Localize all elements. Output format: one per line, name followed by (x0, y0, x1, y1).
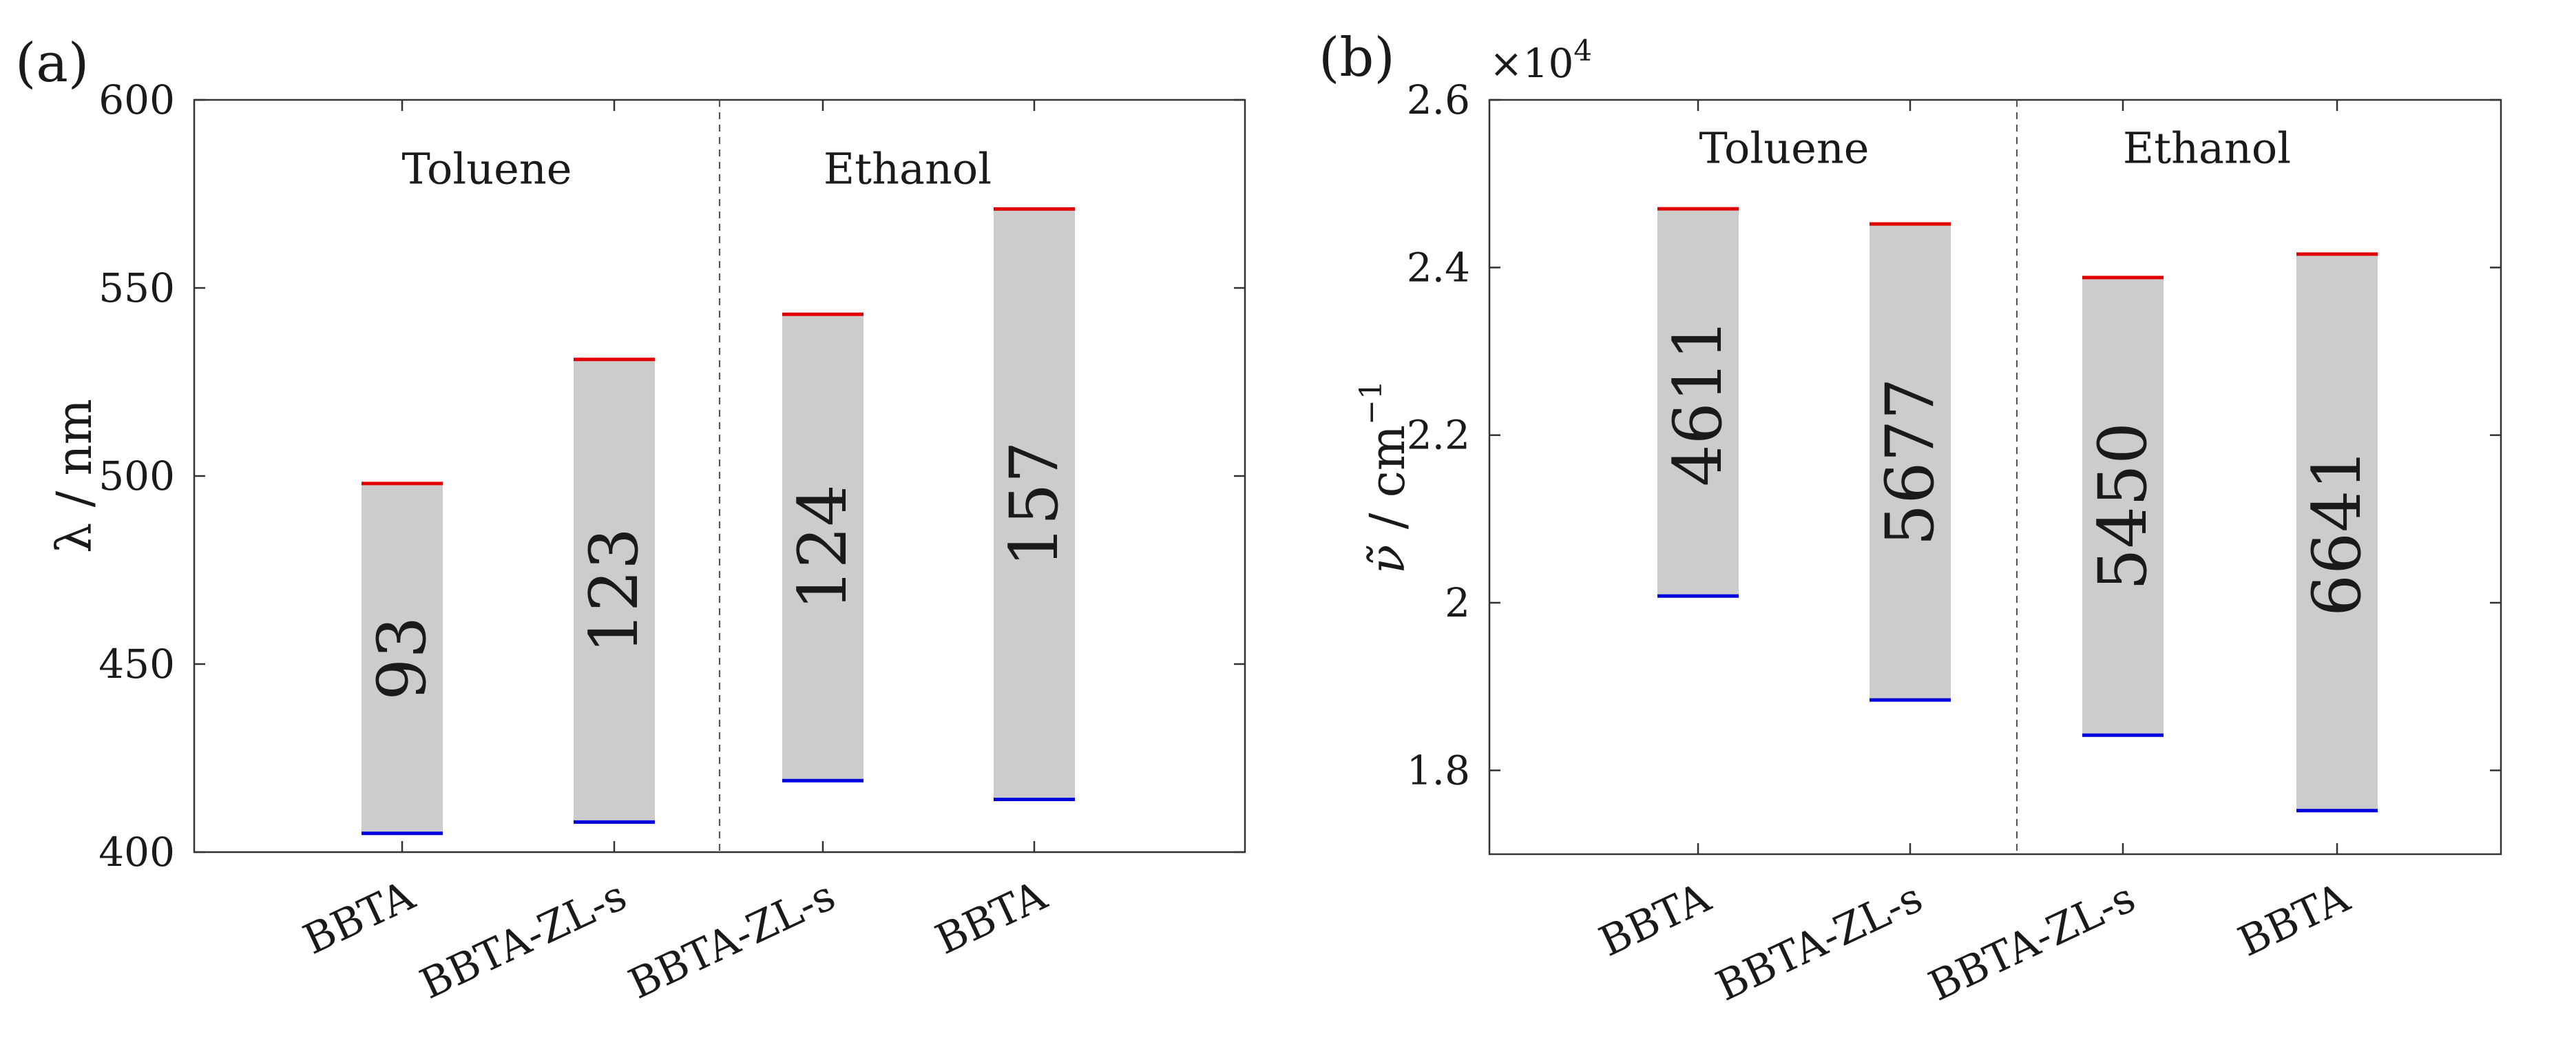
range-bar (574, 359, 655, 822)
x-category-label: BBTA-ZL-s (1709, 873, 1930, 1011)
y-tick-label: 400 (98, 829, 175, 876)
range-bar (1657, 209, 1739, 597)
range-bar (1870, 224, 1951, 701)
y-axis-label: ν̃ / cm−1 (1354, 380, 1416, 574)
x-category-label: BBTA-ZL-s (1922, 873, 2143, 1011)
axis-multiplier: ×104 (1489, 34, 1592, 87)
x-category-label: BBTA-ZL-s (622, 871, 843, 1008)
range-bar (782, 314, 863, 781)
solvent-label: Ethanol (2123, 123, 2291, 174)
x-category-label: BBTA (1592, 873, 1718, 966)
solvent-label: Toluene (402, 144, 572, 194)
multiplier-exponent: 4 (1573, 34, 1592, 68)
solvent-label: Toluene (1699, 123, 1870, 174)
x-category-label: BBTA (928, 871, 1054, 964)
range-bar (994, 209, 1075, 800)
range-bar (2296, 254, 2378, 811)
axes-frame (1488, 99, 2502, 856)
data-label: 5450 (2084, 422, 2161, 590)
data-label: 93 (364, 617, 441, 701)
data-label: 4611 (1659, 318, 1737, 486)
data-label: 5677 (1872, 377, 1949, 546)
x-category-label: BBTA (2231, 873, 2357, 966)
range-bar (2082, 277, 2164, 736)
y-tick-label: 450 (98, 641, 175, 687)
y-tick-label: 500 (98, 453, 175, 499)
data-label: 124 (784, 484, 861, 610)
chart-panel-b: 4611 5677 5450 66411.822.22.42.6BBTABBTA-ZL… (1319, 27, 2502, 1011)
range-bar (362, 483, 443, 834)
panel-label: (b) (1319, 27, 1395, 89)
data-label: 123 (576, 528, 653, 654)
y-tick-label: 600 (98, 76, 175, 123)
y-tick-label: 2 (1445, 579, 1470, 626)
panel-label: (a) (15, 32, 89, 94)
solvent-label: Ethanol (824, 144, 992, 194)
x-category-label: BBTA-ZL-s (413, 871, 634, 1008)
multiplier-base: ×10 (1489, 40, 1573, 87)
y-tick-label: 2.2 (1407, 412, 1470, 459)
y-axis-unit: / cm (1359, 425, 1416, 545)
y-tick-label: 2.6 (1407, 76, 1470, 123)
y-tick-label: 2.4 (1407, 244, 1470, 291)
y-axis-label: λ / nm (46, 399, 103, 553)
data-label: 157 (996, 441, 1073, 567)
y-axis-unit-exponent: −1 (1354, 380, 1389, 425)
y-axis-symbol: ν̃ (1359, 544, 1416, 574)
y-tick-label: 550 (98, 265, 175, 311)
y-tick-label: 1.8 (1407, 747, 1470, 794)
data-label: 6641 (2298, 448, 2376, 617)
x-category-label: BBTA (296, 871, 422, 964)
